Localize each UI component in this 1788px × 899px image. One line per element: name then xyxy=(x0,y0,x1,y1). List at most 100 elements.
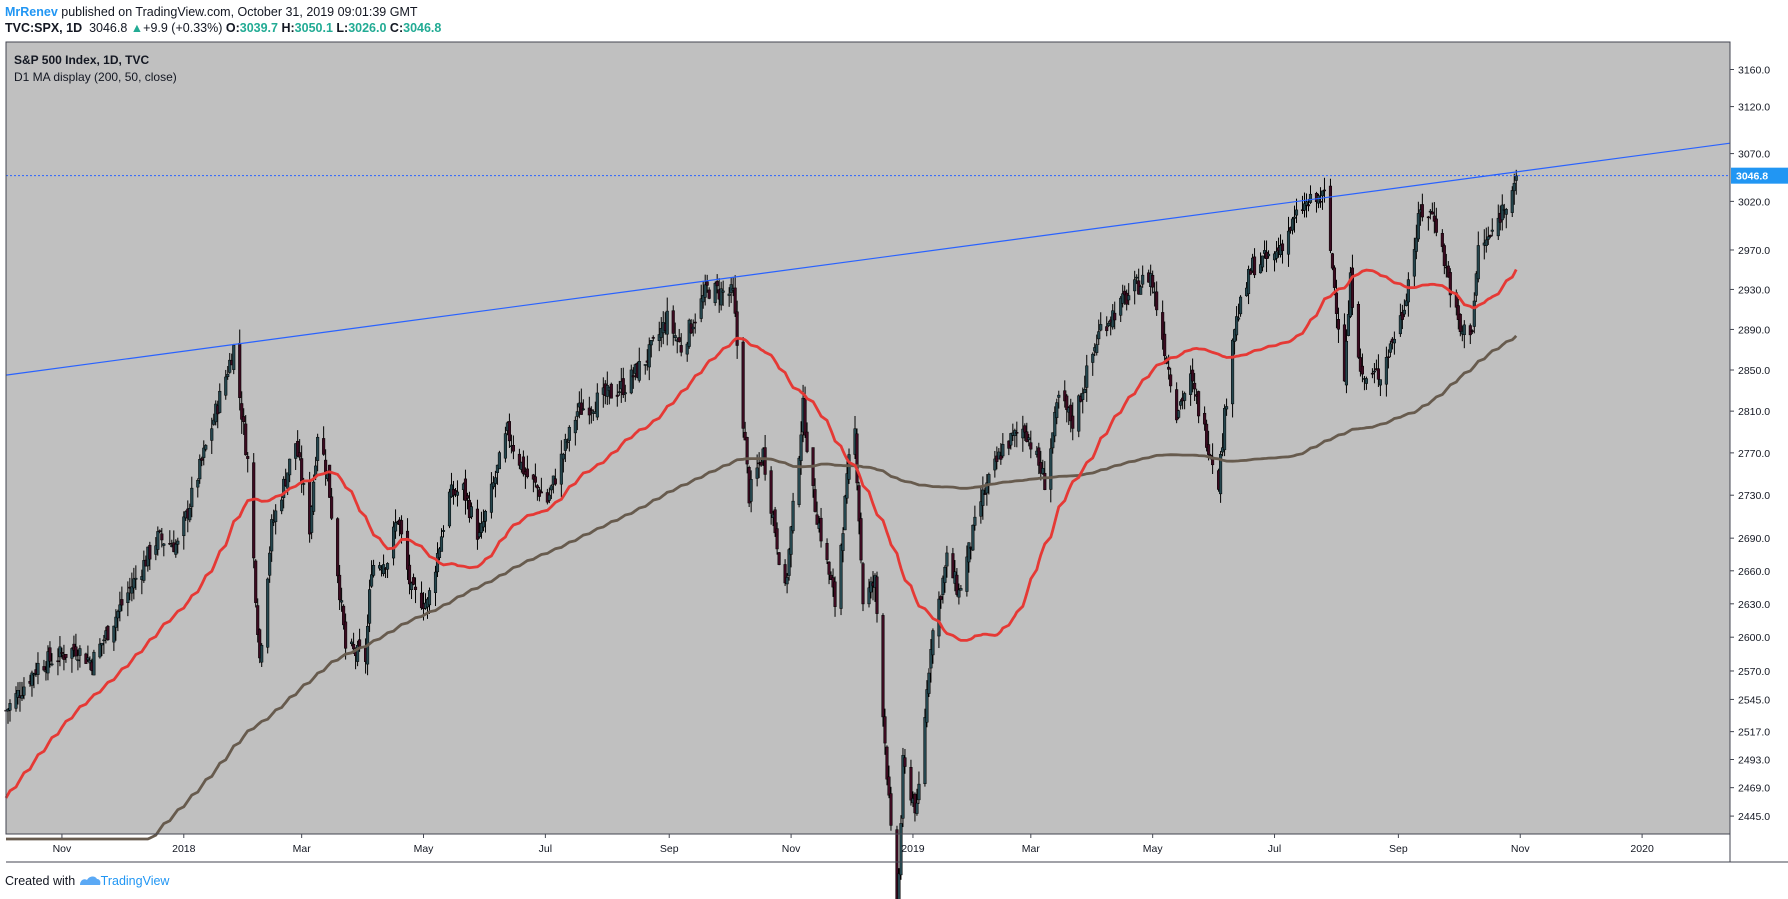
candle-body xyxy=(917,783,921,801)
candle xyxy=(114,609,118,641)
candle-body xyxy=(240,403,244,420)
candle xyxy=(42,659,46,672)
candle xyxy=(647,337,651,381)
candle-body xyxy=(1235,316,1239,336)
candle xyxy=(176,537,180,554)
candle xyxy=(469,502,474,520)
candle xyxy=(56,648,60,676)
candle-body xyxy=(881,615,885,718)
candle xyxy=(481,509,485,532)
candle-body xyxy=(517,453,521,466)
y-tick-label: 2545.0 xyxy=(1738,694,1770,706)
candle-body xyxy=(288,458,292,476)
candle xyxy=(1322,177,1327,203)
candle-body xyxy=(827,561,831,575)
candle-body xyxy=(615,394,619,397)
candle xyxy=(260,643,264,667)
candle-body xyxy=(427,590,432,606)
candle-body xyxy=(797,457,801,505)
x-tick-label: Mar xyxy=(293,843,312,855)
candle xyxy=(154,537,158,561)
candle xyxy=(1239,295,1243,317)
candle xyxy=(699,284,703,323)
candle xyxy=(413,577,418,604)
candle-body xyxy=(1474,273,1478,296)
candle-body xyxy=(260,644,264,663)
x-tick-label: Jul xyxy=(1268,843,1281,855)
candle xyxy=(957,583,961,605)
candle xyxy=(240,391,244,434)
candle-body xyxy=(965,556,969,592)
candle xyxy=(671,305,675,346)
candle-body xyxy=(282,478,286,498)
candle-body xyxy=(393,522,398,532)
candle xyxy=(46,645,50,681)
candle-body xyxy=(162,543,166,546)
candle xyxy=(979,487,983,524)
candle xyxy=(1490,218,1494,237)
candle-body xyxy=(1302,203,1307,211)
candle xyxy=(1105,316,1109,337)
tradingview-link[interactable]: TradingView xyxy=(100,874,170,888)
plot-area[interactable] xyxy=(6,42,1730,834)
y-axis[interactable]: 3160.0 3120.0 3070.0 3020.0 2970.0 2930.0 2890… xyxy=(1730,64,1770,823)
candle-body xyxy=(507,421,511,442)
candle-body xyxy=(1225,406,1229,410)
candle xyxy=(1037,442,1041,475)
candle xyxy=(857,481,861,535)
candle-body xyxy=(785,577,789,585)
candle-body xyxy=(1304,201,1309,206)
candle xyxy=(855,428,859,491)
candle xyxy=(867,578,871,608)
candle-body xyxy=(945,552,949,567)
candle-body xyxy=(419,592,424,609)
candle-body xyxy=(465,495,470,499)
candle-body xyxy=(441,530,446,532)
candle xyxy=(883,708,887,755)
candle-body xyxy=(1322,189,1327,192)
candle xyxy=(1458,313,1462,337)
candle xyxy=(985,474,989,506)
candle-body xyxy=(280,499,284,512)
candle xyxy=(691,319,695,337)
candle-body xyxy=(370,574,374,587)
candle-body xyxy=(825,543,829,560)
candle-body xyxy=(1384,356,1388,385)
candle-body xyxy=(939,596,943,600)
candle-body xyxy=(1392,338,1396,344)
candle xyxy=(1280,239,1285,264)
candle xyxy=(1434,207,1438,237)
candle xyxy=(1286,216,1291,267)
candle-body xyxy=(1426,216,1430,219)
author-link[interactable]: MrRenev xyxy=(5,5,58,19)
last-price-tag: 3046.8 xyxy=(1731,167,1788,184)
candle xyxy=(623,384,627,402)
candle xyxy=(999,443,1003,465)
candle xyxy=(1400,304,1404,330)
candle xyxy=(86,645,90,662)
candle-body xyxy=(999,455,1003,460)
candle-body xyxy=(1330,253,1335,269)
candle-body xyxy=(1320,190,1325,197)
y-tick-label: 2730.0 xyxy=(1738,490,1770,502)
candle xyxy=(268,546,272,583)
candle-body xyxy=(1141,274,1145,285)
candle-body xyxy=(1484,239,1488,246)
candle-body xyxy=(20,695,24,699)
open-label: O: xyxy=(225,21,240,35)
candle xyxy=(342,604,346,630)
candle xyxy=(897,868,901,899)
candle xyxy=(1486,226,1490,245)
candle-body xyxy=(1434,218,1438,233)
candle xyxy=(1334,279,1339,329)
candle-body xyxy=(1021,428,1025,439)
candle xyxy=(156,526,160,556)
candle xyxy=(475,499,480,550)
candle-body xyxy=(1247,269,1251,295)
candle-body xyxy=(405,530,410,570)
trendline[interactable] xyxy=(5,142,1731,376)
candle xyxy=(631,367,635,389)
candle xyxy=(455,480,460,507)
candle-body xyxy=(885,746,889,780)
